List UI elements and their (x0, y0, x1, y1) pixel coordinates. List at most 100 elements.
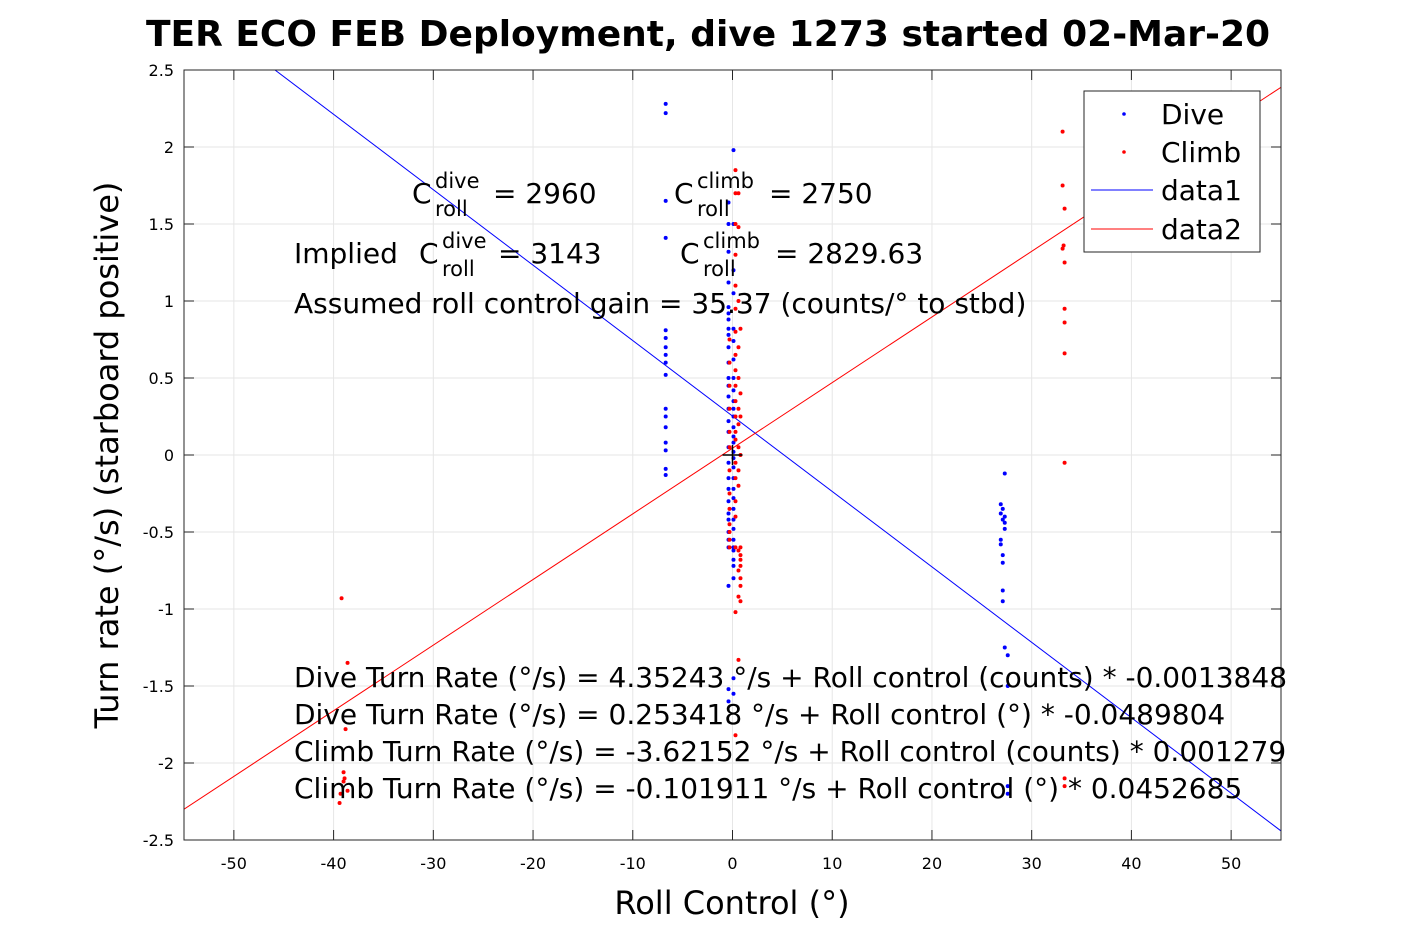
annotation-implied-climb: C climb roll = 2829.63 (680, 229, 923, 281)
y-tick-label: -2 (158, 754, 174, 773)
dive-point (663, 448, 668, 453)
climb-point (738, 563, 743, 568)
dive-point (663, 440, 668, 445)
c-dive-value: = 2960 (493, 177, 597, 210)
legend-climb-label: Climb (1161, 136, 1241, 169)
climb-point (738, 545, 743, 550)
annotation-c-dive: C dive roll = 2960 (412, 169, 597, 221)
legend: Dive Climb data1 data2 (1083, 90, 1261, 253)
dive-point (731, 496, 736, 501)
dive-point (726, 376, 731, 380)
climb-point (738, 553, 743, 558)
dive-point (726, 317, 731, 322)
dive-point (726, 687, 731, 692)
climb-point (738, 599, 743, 604)
dive-point (1002, 526, 1007, 531)
dive-point (663, 335, 668, 340)
climb-point (1060, 129, 1065, 134)
climb-point (733, 514, 738, 519)
climb-point (343, 727, 348, 732)
climb-point (736, 225, 741, 230)
climb-point (727, 530, 732, 534)
climb-point (736, 468, 741, 473)
implied-climb-value: = 2829.63 (775, 237, 923, 270)
climb-point (733, 610, 738, 615)
dive-point (726, 460, 731, 465)
climb-point (736, 594, 741, 599)
climb-point (733, 252, 738, 257)
y-tick-label: -1.5 (143, 677, 174, 696)
dive-point (1005, 653, 1010, 658)
center-marker (722, 445, 743, 465)
climb-point (733, 429, 738, 434)
climb-point (727, 468, 732, 473)
dive-point (726, 249, 731, 254)
dive-point (731, 376, 736, 380)
implied-dive-value: = 3143 (498, 237, 602, 270)
climb-point (733, 168, 738, 173)
dive-point (726, 499, 731, 504)
climb-point (339, 596, 344, 601)
climb-point (727, 406, 732, 411)
dive-point (1000, 553, 1005, 558)
climb-point (738, 576, 743, 581)
climb-point (342, 776, 347, 781)
dive-point (731, 425, 736, 430)
dive-point (731, 691, 736, 696)
climb-point (733, 414, 738, 419)
dive-point (663, 466, 668, 471)
dive-point (663, 101, 668, 106)
dive-point (731, 388, 736, 393)
dive-point (726, 332, 731, 337)
legend-data1-label: data1 (1161, 174, 1242, 207)
climb-point (1062, 784, 1067, 789)
climb-point (736, 422, 741, 427)
climb-point (738, 391, 743, 396)
implied-dive-sub: roll (442, 257, 475, 281)
implied-dive-sup: dive (442, 229, 487, 253)
climb-point (733, 460, 738, 465)
climb-point (733, 191, 738, 196)
x-tick-label: -50 (221, 854, 247, 873)
annotation-implied-dive: Implied C dive roll = 3143 (294, 229, 602, 281)
x-tick-label: -20 (520, 854, 546, 873)
dive-point (731, 517, 736, 522)
dive-point (731, 557, 736, 562)
roll-gain-annotation: Assumed roll control gain = 35.37 (count… (294, 287, 1026, 320)
dive-point (731, 576, 736, 581)
dive-point (1000, 560, 1005, 565)
climb-point (736, 376, 741, 380)
climb-point (736, 445, 741, 450)
legend-dive-label: Dive (1161, 98, 1224, 131)
climb-point (736, 299, 741, 303)
dive-point (998, 537, 1003, 542)
chart-title: TER ECO FEB Deployment, dive 1273 starte… (146, 14, 1270, 55)
dive-point (731, 440, 736, 445)
dive-point (1005, 791, 1010, 796)
dive-point (1005, 784, 1010, 789)
dive-point (1002, 520, 1007, 525)
dive-point (1000, 506, 1005, 511)
y-tick-label: 2 (164, 138, 174, 157)
climb-point (733, 368, 738, 373)
implied-climb-sub: roll (703, 257, 736, 281)
dive-point (663, 328, 668, 333)
axis-ticks: -50 -40 -30 -20 -10 0 10 20 30 40 50-2.5-2-1.5-1-0… (143, 61, 1281, 873)
climb-point (733, 499, 738, 504)
climb-point (1062, 460, 1067, 465)
dive-point (731, 339, 736, 344)
dive-point (726, 200, 731, 205)
dive-point (663, 352, 668, 357)
climb-point (338, 791, 343, 796)
c-dive-sub: roll (435, 197, 468, 221)
dive-point (663, 360, 668, 365)
x-tick-label: 0 (727, 854, 737, 873)
dive-point (663, 198, 668, 203)
climb-point (341, 770, 346, 775)
dive-point (726, 345, 731, 350)
climb-point (1062, 320, 1067, 325)
climb-point (738, 326, 743, 331)
climb-point (736, 191, 741, 196)
y-tick-label: -1 (158, 600, 174, 619)
equation-dive-counts: Dive Turn Rate (°/s) = 4.35243 °/s + Rol… (294, 661, 1287, 694)
